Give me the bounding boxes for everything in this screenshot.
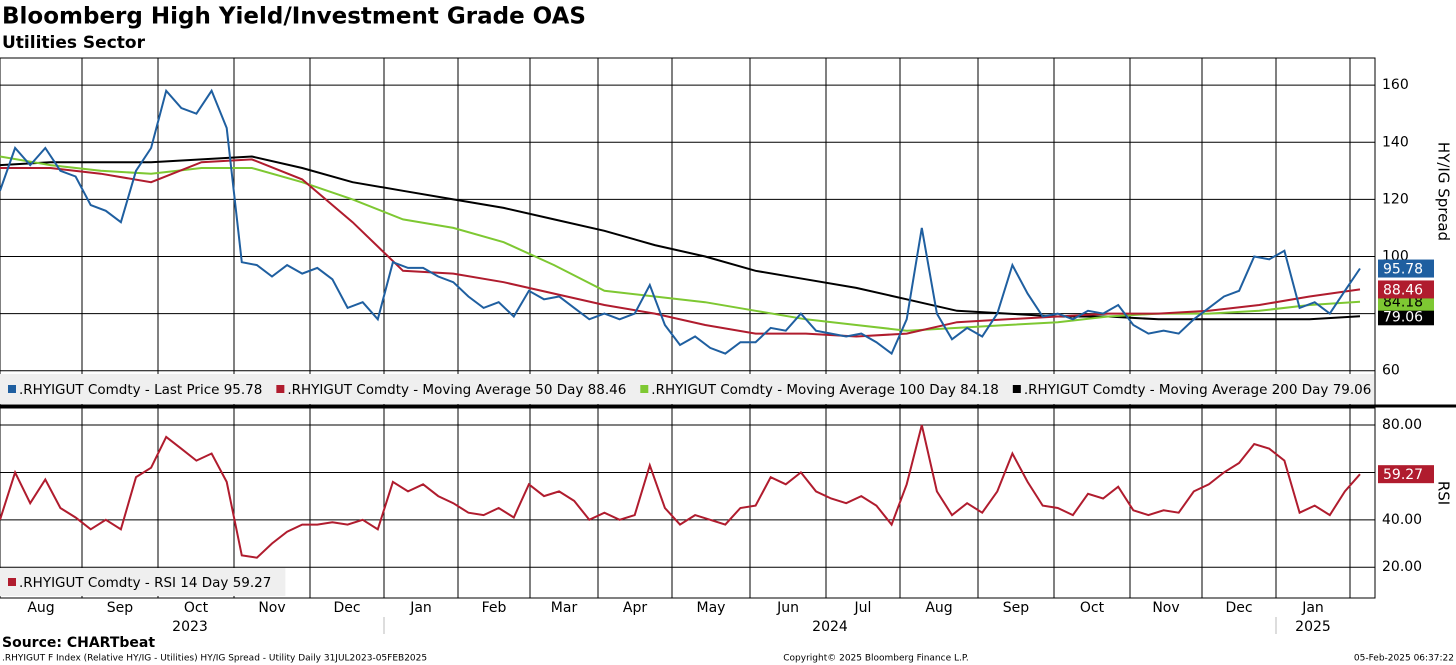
x-tick-label: Jul	[854, 600, 872, 616]
y-tick-label: 80.00	[1382, 417, 1422, 433]
timestamp: 05-Feb-2025 06:37:22	[1354, 654, 1454, 664]
series-line	[0, 155, 1361, 321]
x-tick-label: Jun	[776, 600, 799, 616]
x-tick-label: Jan	[409, 600, 432, 616]
end-value-box	[1378, 259, 1434, 278]
x-tick-label: Aug	[925, 600, 952, 616]
end-value-label: 88.46	[1383, 282, 1423, 298]
legend-swatch	[8, 578, 16, 586]
x-tick-label: Apr	[623, 600, 647, 616]
bottom-panel	[0, 407, 1376, 599]
y-axis-label: HY/IG Spread	[1435, 142, 1453, 241]
end-value-label: 84.18	[1383, 295, 1423, 311]
x-tick-label: Mar	[551, 600, 578, 616]
x-tick-label: Feb	[482, 600, 507, 616]
x-tick-label: Dec	[333, 600, 360, 616]
end-value-label: 79.06	[1383, 309, 1423, 325]
legend-swatch	[276, 385, 285, 393]
x-tick-label: Aug	[27, 600, 54, 616]
series-line	[0, 424, 1361, 559]
x-tick-label: Sep	[107, 600, 134, 616]
end-value-label: 59.27	[1383, 467, 1423, 483]
legend-swatch	[640, 385, 649, 393]
series-line	[0, 88, 1361, 356]
x-tick-label: Sep	[1003, 600, 1030, 616]
y-tick-label: 40.00	[1382, 512, 1422, 528]
x-year-label: 2025	[1295, 619, 1331, 635]
y-tick-label: 140	[1382, 134, 1409, 150]
chart-subtitle: Utilities Sector	[2, 33, 146, 53]
x-tick-label: Oct	[1080, 600, 1105, 616]
description: .RHYIGUT F Index (Relative HY/IG - Utili…	[2, 654, 427, 664]
legend-swatch	[1012, 385, 1021, 393]
y-tick-label: 20.00	[1382, 559, 1422, 575]
x-year-label: 2024	[812, 619, 848, 635]
end-value-box	[1378, 280, 1434, 299]
source: Source: CHARTbeat	[2, 635, 155, 651]
x-tick-label: Jan	[1301, 600, 1324, 616]
copyright: Copyright© 2025 Bloomberg Finance L.P.	[783, 654, 968, 664]
x-tick-label: Nov	[1152, 600, 1179, 616]
chart-title: Bloomberg High Yield/Investment Grade OA…	[2, 4, 586, 30]
x-tick-label: Dec	[1225, 600, 1252, 616]
legend-label: .RHYIGUT Comdty - Moving Average 100 Day…	[651, 382, 999, 398]
legend-bg	[0, 374, 1374, 404]
y-axis-label: RSI	[1435, 481, 1453, 505]
x-tick-label: Nov	[258, 600, 285, 616]
legend-swatch	[8, 385, 16, 393]
x-tick-label: Oct	[184, 600, 209, 616]
legend-label: .RHYIGUT Comdty - RSI 14 Day 59.27	[19, 575, 271, 591]
legend-label: .RHYIGUT Comdty - Moving Average 200 Day…	[1024, 382, 1372, 398]
legend-bg	[0, 568, 286, 596]
y-tick-label: 60	[1382, 363, 1400, 379]
y-tick-label: 120	[1382, 191, 1409, 207]
series-line	[0, 155, 1361, 332]
legend-label: .RHYIGUT Comdty - Moving Average 50 Day …	[287, 382, 626, 398]
series-line	[0, 158, 1361, 338]
legend-label: .RHYIGUT Comdty - Last Price 95.78	[19, 382, 262, 398]
end-value-box	[1378, 465, 1434, 484]
y-tick-label: 160	[1382, 77, 1409, 93]
x-year-label: 2023	[172, 619, 208, 635]
top-panel	[0, 57, 1376, 406]
x-tick-label: May	[697, 600, 726, 616]
end-value-label: 95.78	[1383, 262, 1423, 278]
end-value-box	[1378, 307, 1434, 326]
